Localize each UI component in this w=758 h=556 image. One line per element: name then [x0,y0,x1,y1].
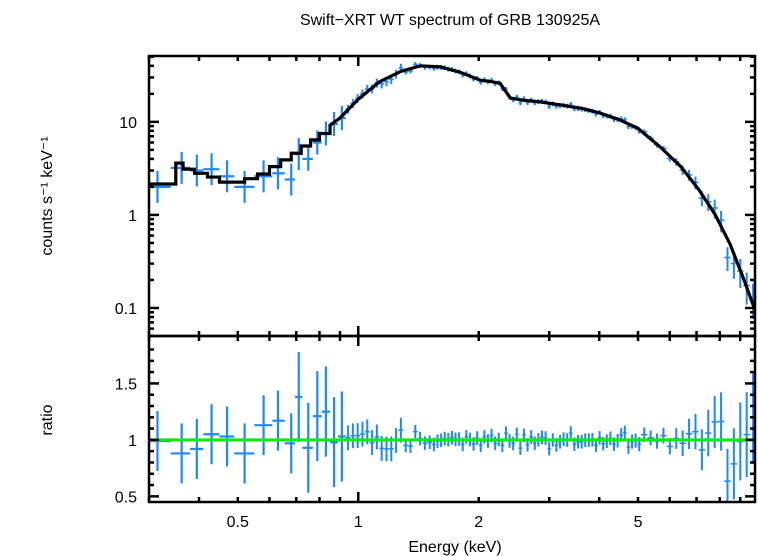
tick-labels: 0.5 1 2 5 0.1 1 10 0.5 1 1.5 [115,115,643,531]
ratio-panel-frame [147,334,757,504]
y-tick-label: 1 [128,208,137,225]
ratio-data-points [149,351,757,502]
ratio-tick-label: 1.5 [115,376,137,393]
y-tick-label: 10 [119,115,137,132]
x-axis-label: Energy (keV) [408,539,501,556]
chart-title: Swift−XRT WT spectrum of GRB 130925A [300,12,600,29]
ratio-tick-label: 1 [128,433,137,450]
y-axis-label-spectrum: counts s⁻¹ keV⁻¹ [39,136,56,255]
y-axis-label-ratio: ratio [39,404,56,435]
axes-frame [147,54,757,504]
spectrum-data-points [149,62,757,319]
y-tick-label: 0.1 [115,301,137,318]
axis-ticks [147,55,755,502]
model-curve-group [149,64,757,311]
ratio-tick-label: 0.5 [115,489,137,506]
spectrum-panel-frame [147,54,757,338]
model-curve [149,64,757,311]
x-tick-label: 0.5 [227,514,249,531]
x-tick-label: 1 [354,514,363,531]
x-tick-label: 2 [474,514,483,531]
x-tick-label: 5 [634,514,643,531]
